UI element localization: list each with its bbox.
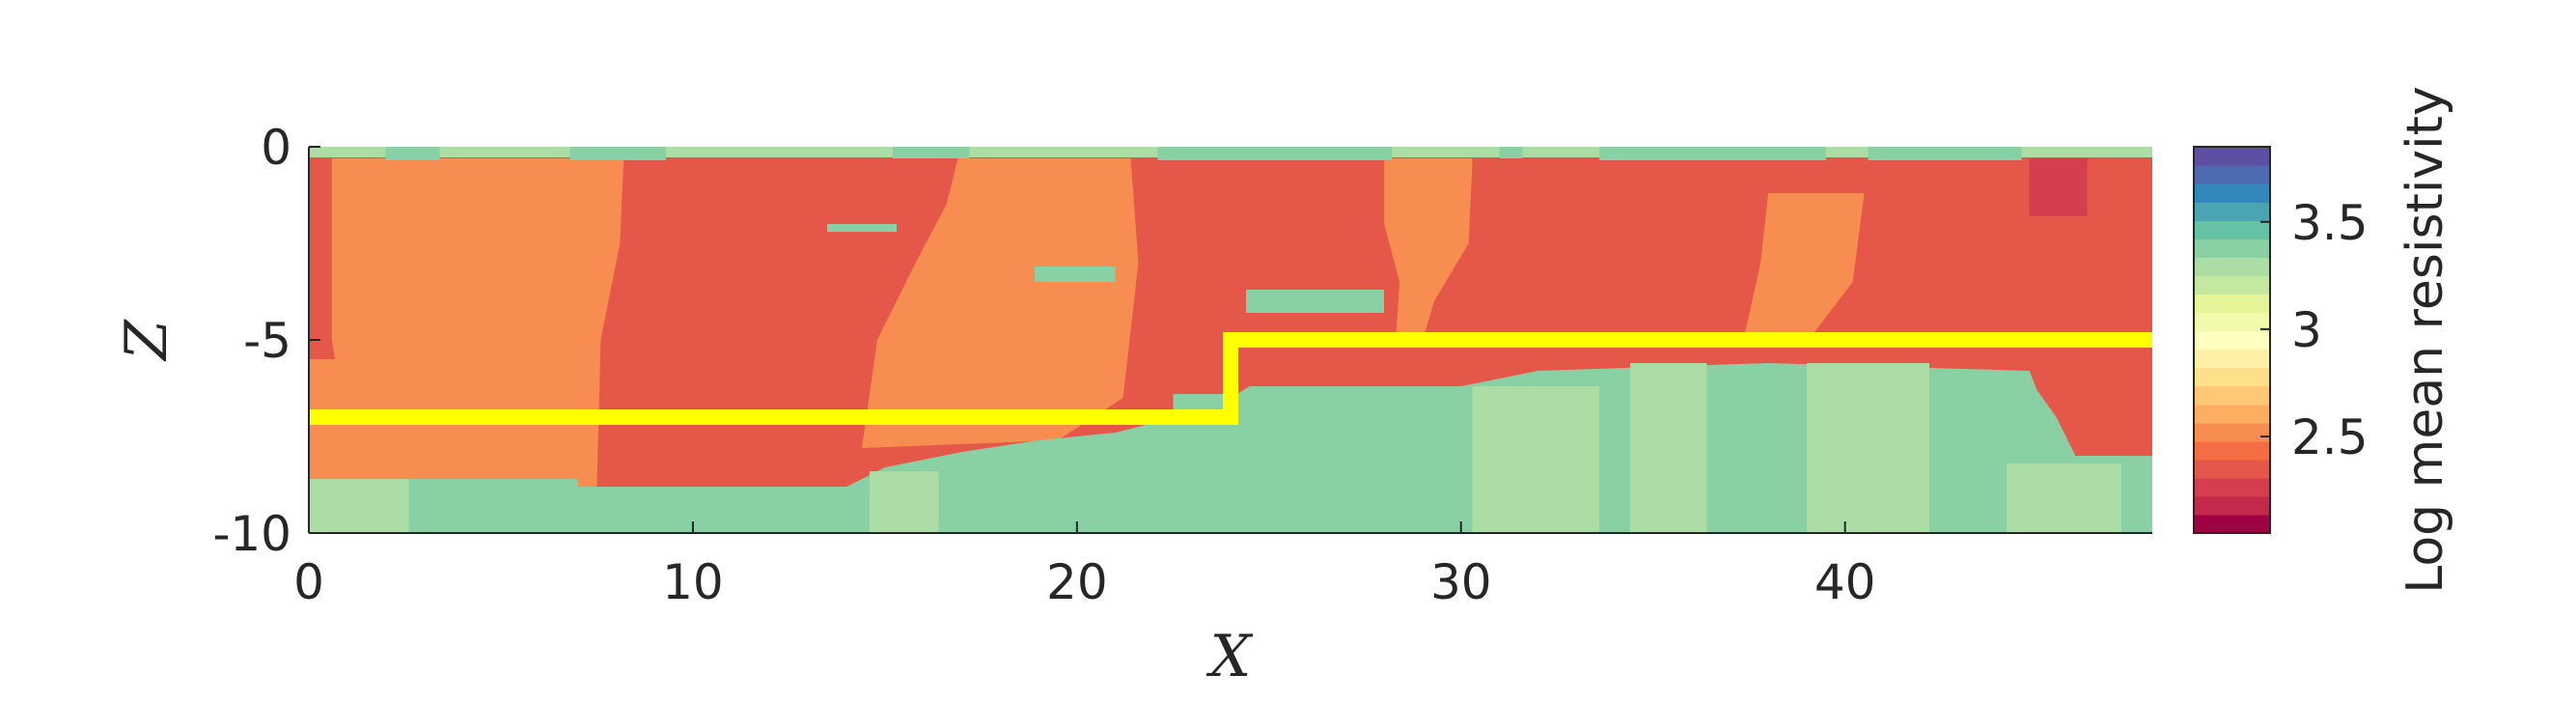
region-surface-patch [1868, 147, 2022, 160]
colorbar-swatch [2194, 220, 2270, 239]
region-resistive-lens [1173, 394, 1231, 409]
plot-axes [308, 146, 2152, 534]
region-surface-patch [569, 147, 667, 160]
colorbar-swatch [2194, 367, 2270, 387]
colorbar-swatch [2194, 349, 2270, 369]
y-axis-label: Z [113, 319, 180, 362]
region-surface-patch [1599, 147, 1826, 160]
colorbar-tick-labels: 2.5 3 3.5 [2291, 195, 2368, 465]
region-lower-resistive-light [1472, 386, 1599, 533]
y-tick-label: -10 [212, 506, 291, 562]
colorbar-tick-label: 3 [2291, 302, 2322, 358]
region-surface-patch [1499, 147, 1523, 158]
colorbar-swatch [2194, 147, 2270, 166]
region-resistive-lens [1245, 290, 1385, 313]
x-tick-label: 10 [662, 554, 724, 610]
colorbar-frame [2193, 146, 2271, 534]
region-upper-conductive-band [447, 158, 624, 487]
region-lower-resistive-light [870, 471, 939, 533]
region-upper-conductive-band [1745, 193, 1865, 332]
colorbar-swatch [2194, 183, 2270, 203]
colorbar-swatch [2194, 385, 2270, 406]
colorbar-swatch [2194, 422, 2270, 442]
region-resistive-lens [827, 224, 897, 232]
colorbar-tick-label: 3.5 [2291, 195, 2368, 251]
x-axis-label: X [1206, 623, 1254, 690]
colorbar-swatch [2194, 275, 2270, 295]
region-upper-conductive-band [862, 158, 1139, 448]
colorbar-swatch [2194, 495, 2270, 516]
region-surface-patch [892, 147, 970, 158]
colorbar-swatch [2194, 330, 2270, 351]
colorbar [2193, 146, 2271, 534]
x-tick-label: 30 [1430, 554, 1492, 610]
y-tick-label: -5 [243, 313, 291, 369]
region-dark-patch [2029, 158, 2088, 216]
colorbar-swatch [2194, 477, 2270, 497]
colorbar-swatch [2194, 202, 2270, 221]
region-upper-conductive-band [1384, 158, 1473, 340]
colorbar-swatch [2194, 257, 2270, 276]
x-tick-label: 20 [1046, 554, 1108, 610]
colorbar-swatch [2194, 459, 2270, 479]
x-tick-label: 40 [1814, 554, 1876, 610]
colorbar-swatch [2194, 514, 2270, 534]
region-lower-resistive-light [1629, 363, 1707, 533]
colorbar-tick-label: 2.5 [2291, 409, 2368, 465]
colorbar-swatch [2194, 312, 2270, 332]
colorbar-swatch [2194, 165, 2270, 184]
colorbar-swatch [2194, 440, 2270, 461]
colorbar-swatch [2194, 239, 2270, 258]
colorbar-label: Log mean resistivity [2396, 86, 2454, 593]
x-tick-labels: 0 10 20 30 40 [293, 554, 1875, 610]
region-surface-patch [385, 147, 440, 160]
region-resistive-lens [1035, 267, 1116, 282]
region-lower-resistive-light [1806, 363, 1930, 533]
region-surface-patch [1157, 147, 1393, 160]
y-tick-label: 0 [261, 120, 291, 176]
region-lower-resistive-light [2006, 464, 2122, 533]
colorbar-swatch [2194, 294, 2270, 314]
y-tick-labels: 0 -5 -10 [212, 120, 291, 562]
boundary-line [309, 332, 2152, 425]
x-tick-label: 0 [293, 554, 324, 610]
colorbar-swatch [2194, 404, 2270, 424]
region-lower-resistive-light [309, 479, 409, 533]
